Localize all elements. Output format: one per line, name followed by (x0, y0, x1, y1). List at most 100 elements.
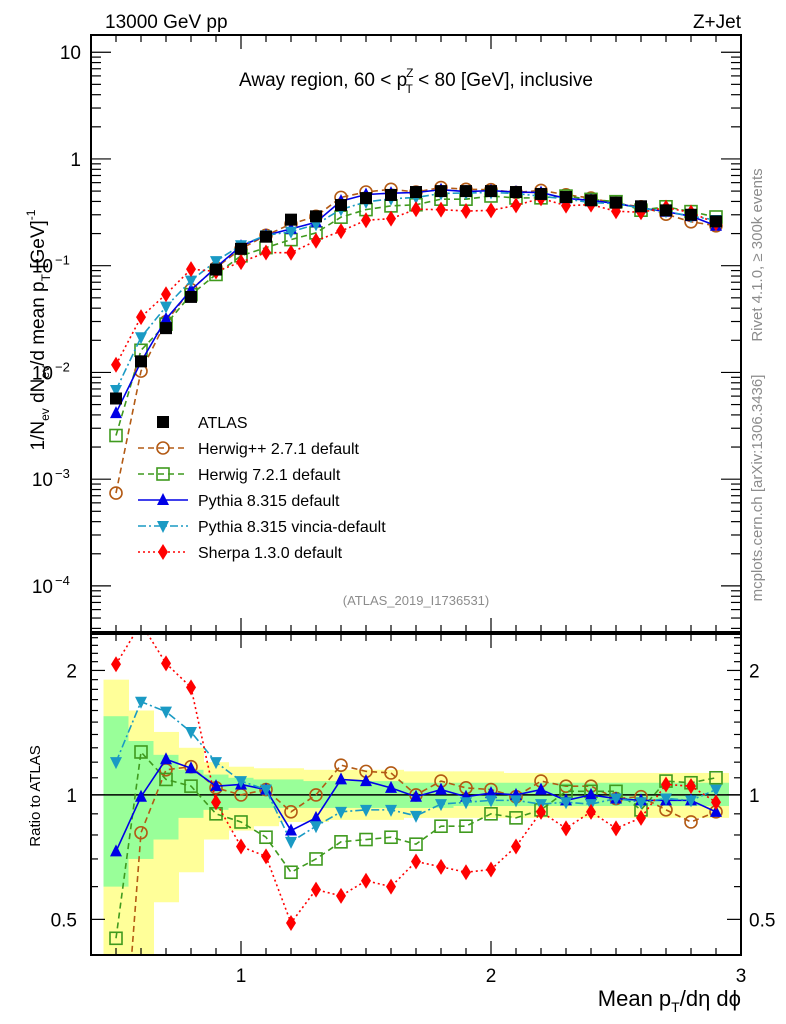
data-point (385, 780, 397, 793)
main-y-tick-label: 10 (32, 470, 53, 491)
legend-marker (157, 521, 169, 533)
data-point (110, 385, 122, 398)
legend-label: Herwig 7.2.1 default (198, 467, 341, 484)
x-axis-label-text: Mean pT/dη dϕ (598, 986, 741, 1015)
data-point (336, 887, 346, 904)
data-point (409, 837, 423, 851)
data-point (260, 784, 272, 797)
legend-marker (158, 544, 168, 560)
data-point (684, 815, 698, 829)
axis-ticks (91, 35, 741, 955)
ratio-series-sherpa (111, 634, 721, 931)
data-point (535, 782, 547, 795)
data-point (136, 309, 146, 326)
data-point (235, 776, 247, 789)
data-point (160, 301, 172, 314)
atlas-data-point (185, 290, 197, 303)
data-point (210, 256, 222, 269)
main-y-axis-label: 1/Nev dNev/d mean pT [GeV]-1 (24, 209, 53, 450)
data-point (434, 819, 448, 834)
data-point (310, 821, 322, 834)
ratio-y-axis-label: Ratio to ATLAS (27, 745, 44, 846)
plot-title: Away region, 60 < pZ T < 80 [GeV], inclus… (239, 66, 593, 96)
main-y-tick-label: 10 (32, 363, 53, 384)
atlas-data-point (285, 213, 297, 226)
data-point (386, 210, 396, 227)
data-point (186, 679, 196, 696)
data-point (135, 332, 147, 345)
data-point (686, 778, 696, 795)
inner-band-bin (278, 779, 304, 808)
atlas-data-point (210, 263, 222, 276)
series-line (115, 750, 717, 939)
data-point (461, 203, 471, 220)
inner-band-bin (178, 769, 204, 818)
data-point (486, 202, 496, 219)
data-point (285, 836, 297, 849)
data-point (660, 793, 672, 806)
data-point (485, 786, 497, 799)
data-point (284, 805, 298, 819)
main-y-axis-label-text: 1/Nev dNev/d mean pT [GeV]-1 (24, 209, 53, 450)
legend-item-pythia: Pythia 8.315 default (138, 493, 340, 510)
legend-marker (157, 416, 169, 428)
data-point (384, 830, 398, 845)
legend: ATLAS Herwig++ 2.7.1 default Herwig 7.2.1 … (138, 415, 386, 562)
data-point (185, 275, 197, 288)
data-point (484, 807, 498, 821)
legend-item-vincia: Pythia 8.315 vincia-default (138, 519, 386, 536)
data-point (135, 696, 147, 709)
data-point (210, 779, 222, 792)
data-point (360, 774, 372, 787)
atlas-data-point (585, 194, 597, 207)
data-point (585, 787, 597, 800)
data-point (511, 197, 521, 214)
main-y-tick-exponent: −3 (55, 466, 70, 481)
data-point (411, 201, 421, 218)
main-y-tick-exponent: −4 (55, 573, 70, 588)
analysis-label: (ATLAS_2019_I1736531) (343, 593, 489, 608)
x-tick-label: 3 (736, 966, 747, 987)
data-point (285, 226, 297, 239)
data-point (560, 797, 572, 810)
atlas-data-point (710, 215, 722, 228)
data-point (134, 825, 148, 840)
atlas-data-point (535, 187, 547, 200)
legend-marker (156, 467, 170, 481)
x-tick-label: 1 (236, 966, 247, 987)
data-point (236, 254, 246, 271)
data-point (586, 803, 596, 820)
data-point (160, 752, 172, 765)
main-panel-series (109, 180, 723, 500)
legend-item-herwig7: Herwig 7.2.1 default (138, 467, 341, 484)
data-point (460, 797, 472, 810)
atlas-data-point (610, 196, 622, 209)
data-point (436, 858, 446, 875)
data-point (411, 853, 421, 870)
legend-label: Herwig++ 2.7.1 default (198, 441, 360, 458)
atlas-data-point (635, 200, 647, 213)
data-point (334, 835, 348, 849)
data-point (386, 878, 396, 895)
data-point (160, 706, 172, 719)
data-point (334, 758, 348, 772)
main-y-tick-exponent: −1 (55, 253, 70, 268)
ratio-y-tick-label: 1 (66, 786, 77, 807)
data-point (161, 655, 171, 672)
data-point (436, 201, 446, 218)
inner-band-bin (153, 754, 179, 840)
ratio-series-herwig7 (109, 745, 723, 946)
data-point (261, 244, 271, 261)
atlas-data-point (360, 192, 372, 205)
main-y-tick-exponent: −2 (55, 359, 70, 374)
data-point (134, 745, 148, 759)
data-point (311, 232, 321, 249)
header-right-label: Z+Jet (693, 12, 742, 33)
legend-marker (157, 493, 169, 505)
data-point (309, 788, 323, 802)
atlas-data-point (485, 185, 497, 198)
atlas-data-point (385, 188, 397, 201)
data-point (110, 757, 122, 770)
main-y-tick-label: 10 (32, 257, 53, 278)
